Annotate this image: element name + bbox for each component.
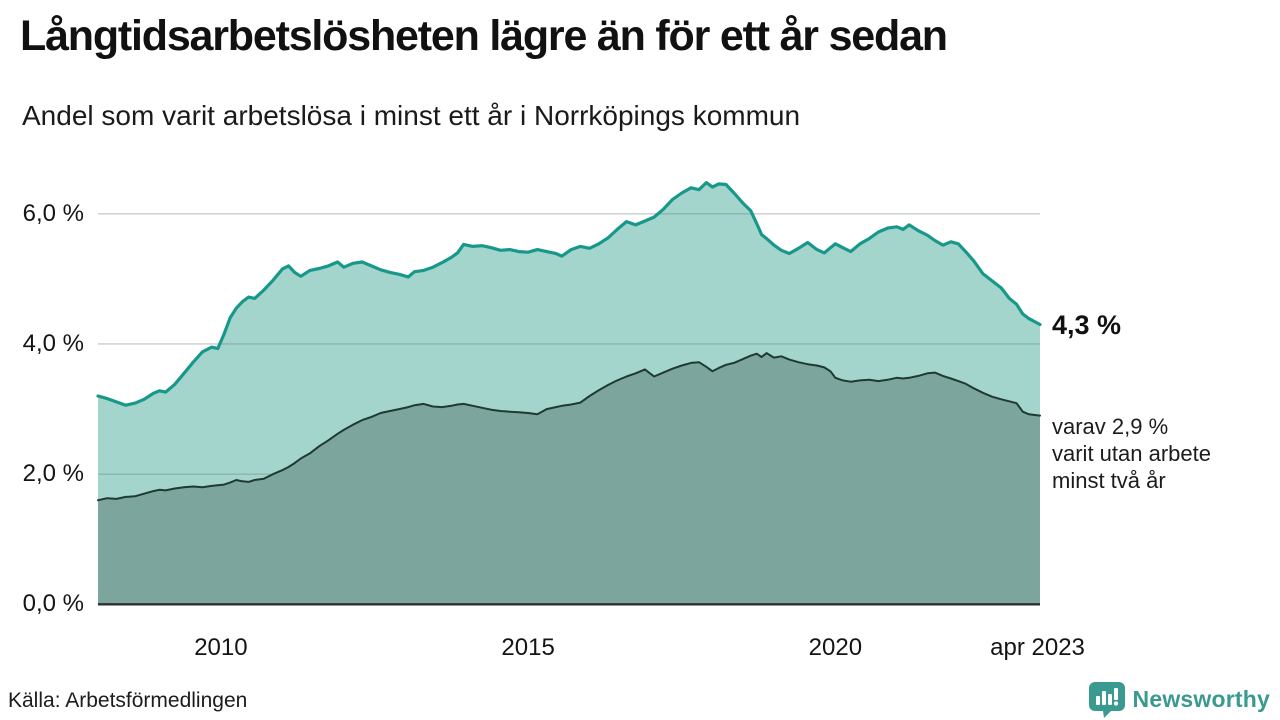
chart-subtitle: Andel som varit arbetslösa i minst ett å…: [22, 100, 801, 131]
y-tick-label: 0,0 %: [22, 590, 84, 618]
y-tick-label: 2,0 %: [22, 460, 84, 488]
series2-annotation-line2: varit utan arbete: [1052, 441, 1211, 466]
series1-end-value-label: 4,3 %: [1052, 310, 1122, 340]
newsworthy-brand-text: Newsworthy: [1132, 686, 1270, 712]
series2-annotation-line1: varav 2,9 %: [1052, 414, 1169, 439]
newsworthy-logo-icon: [1088, 682, 1125, 718]
series2-line: [97, 352, 1041, 502]
x-tick-label: 2010: [194, 634, 248, 661]
x-tick-label: apr 2023: [990, 634, 1085, 661]
series2-annotation: varav 2,9 % varit utan arbete minst två …: [1052, 413, 1211, 494]
series2-annotation-line3: minst två år: [1052, 468, 1166, 493]
x-tick-label: 2020: [808, 634, 863, 661]
page-title: Långtidsarbetslösheten lägre än för ett …: [20, 12, 948, 60]
y-tick-label: 4,0 %: [22, 329, 84, 357]
series2-area: [98, 353, 1040, 605]
series1-line: [96, 181, 1042, 407]
y-tick-label: 6,0 %: [22, 199, 84, 227]
source-credit: Källa: Arbetsförmedlingen: [8, 689, 248, 712]
newsworthy-brand: Newsworthy: [1088, 681, 1270, 718]
x-tick-label: 2015: [501, 634, 555, 661]
